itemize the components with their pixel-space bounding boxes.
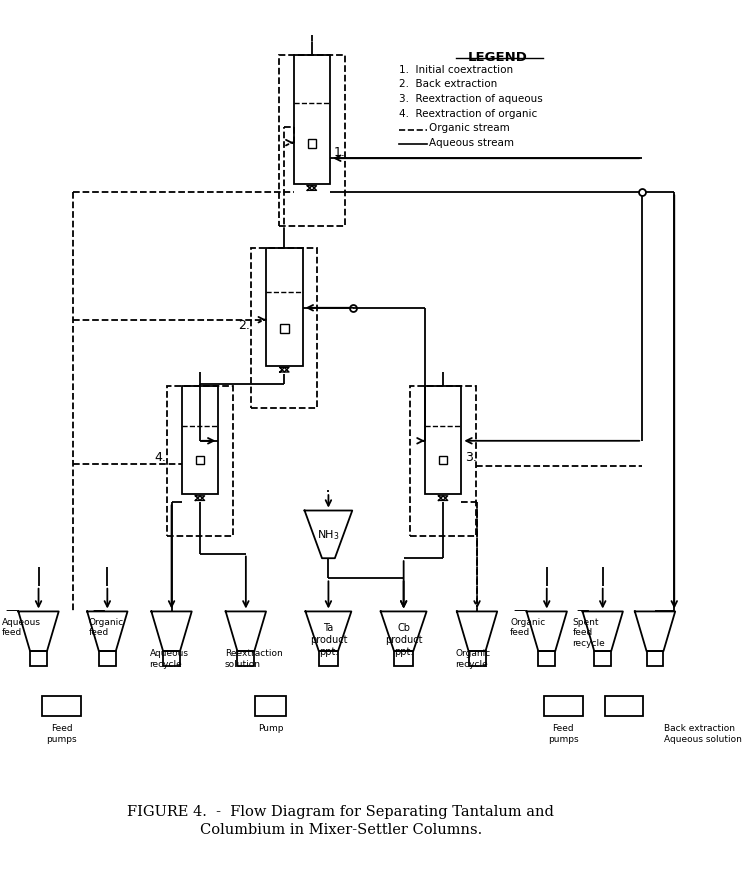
Bar <box>544 696 583 716</box>
Text: Back extraction
Aqueous solution: Back extraction Aqueous solution <box>664 723 742 743</box>
Text: —: — <box>576 603 588 616</box>
Text: Feed
pumps: Feed pumps <box>46 723 77 743</box>
Bar <box>469 651 485 666</box>
Text: 1.: 1. <box>334 146 345 159</box>
Text: Aqueous stream: Aqueous stream <box>429 138 514 148</box>
Bar <box>410 386 476 536</box>
Text: Organic
feed: Organic feed <box>89 617 124 637</box>
Text: Pump: Pump <box>258 723 283 732</box>
Bar <box>237 651 254 666</box>
Text: Ta
product
ppt.: Ta product ppt. <box>310 623 347 656</box>
Bar <box>30 651 47 666</box>
Text: 2.: 2. <box>239 319 250 332</box>
Text: FIGURE 4.  -  Flow Diagram for Separating Tantalum and: FIGURE 4. - Flow Diagram for Separating … <box>127 804 554 818</box>
Bar <box>319 651 338 666</box>
Text: 1.  Initial coextraction: 1. Initial coextraction <box>399 65 513 75</box>
Text: Columbium in Mixer-Settler Columns.: Columbium in Mixer-Settler Columns. <box>200 823 482 837</box>
Text: Aqueous
feed: Aqueous feed <box>1 617 41 637</box>
Bar <box>308 140 316 148</box>
Text: Organic
feed: Organic feed <box>510 617 545 637</box>
Text: 3.: 3. <box>465 450 477 463</box>
Bar <box>425 386 461 494</box>
Bar <box>42 696 81 716</box>
Text: 4.  Reextraction of organic: 4. Reextraction of organic <box>399 109 537 119</box>
Bar <box>99 651 116 666</box>
Bar <box>163 651 180 666</box>
Bar <box>439 457 447 464</box>
Text: NH$_3$: NH$_3$ <box>317 528 340 542</box>
Bar <box>196 457 204 464</box>
Bar <box>594 651 611 666</box>
Bar <box>605 696 643 716</box>
Text: Feed
pumps: Feed pumps <box>548 723 579 743</box>
Text: Spent
feed
recycle: Spent feed recycle <box>572 617 606 647</box>
Text: Reextraction
solution: Reextraction solution <box>225 648 282 668</box>
Text: 3.  Reextraction of aqueous: 3. Reextraction of aqueous <box>399 94 543 104</box>
Text: Organic
recycle: Organic recycle <box>455 648 490 668</box>
Text: 2.  Back extraction: 2. Back extraction <box>399 79 497 90</box>
Bar <box>280 325 288 334</box>
Bar <box>255 696 286 716</box>
Text: LEGEND: LEGEND <box>468 51 528 64</box>
Text: Cb
product
ppt.: Cb product ppt. <box>385 623 423 656</box>
Text: —: — <box>5 603 18 616</box>
Bar <box>266 248 302 366</box>
Text: 4.: 4. <box>154 450 166 463</box>
Bar <box>251 248 317 408</box>
Bar <box>538 651 555 666</box>
Bar <box>394 651 413 666</box>
Text: Aqueous
recycle: Aqueous recycle <box>149 648 189 668</box>
Bar <box>293 56 330 184</box>
Bar <box>646 651 663 666</box>
Bar <box>279 56 345 227</box>
Bar <box>167 386 233 536</box>
Text: —: — <box>513 603 526 616</box>
Text: —: — <box>93 603 106 616</box>
Bar <box>181 386 218 494</box>
Text: Organic stream: Organic stream <box>429 123 510 133</box>
